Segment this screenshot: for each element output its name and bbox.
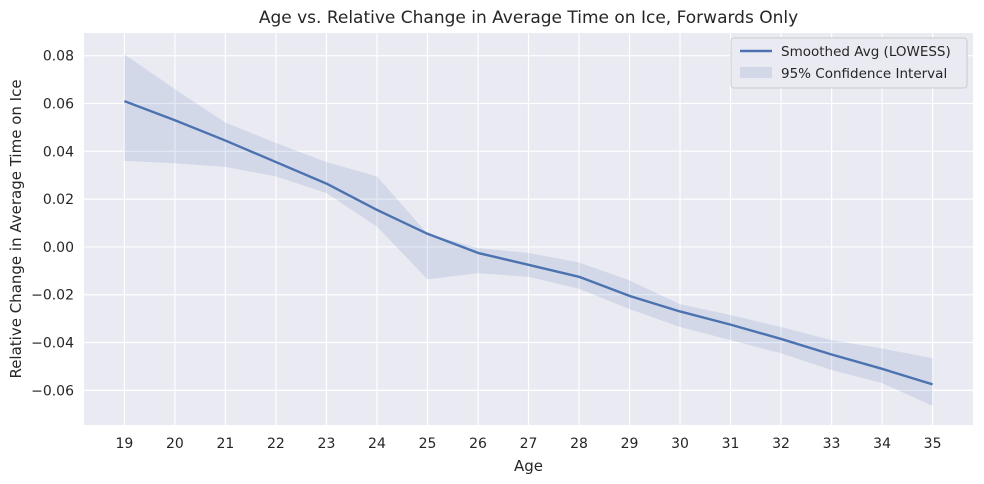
x-tick-label: 21 bbox=[217, 436, 235, 452]
x-tick-label: 20 bbox=[166, 436, 184, 452]
x-tick-label: 32 bbox=[772, 436, 790, 452]
confidence-interval-band bbox=[124, 54, 933, 406]
x-tick-label: 27 bbox=[520, 436, 538, 452]
x-tick-label: 19 bbox=[115, 436, 133, 452]
legend-label-band: 95% Confidence Interval bbox=[781, 66, 947, 82]
y-tick-labels: 0.08 0.06 0.04 0.02 0.00 −0.02 −0.04 −0.06 bbox=[31, 49, 74, 400]
legend: Smoothed Avg (LOWESS) 95% Confidence Int… bbox=[730, 37, 968, 89]
x-tick-label: 35 bbox=[924, 436, 942, 452]
legend-box bbox=[730, 37, 968, 89]
chart-title: Age vs. Relative Change in Average Time … bbox=[259, 8, 798, 28]
x-tick-label: 24 bbox=[368, 436, 386, 452]
x-tick-label: 30 bbox=[671, 436, 689, 452]
x-tick-label: 22 bbox=[267, 436, 285, 452]
legend-label-line: Smoothed Avg (LOWESS) bbox=[781, 44, 951, 60]
x-tick-label: 33 bbox=[823, 436, 841, 452]
grid bbox=[84, 33, 973, 425]
y-tick-label: −0.04 bbox=[31, 336, 74, 352]
y-tick-label: 0.04 bbox=[43, 144, 74, 160]
x-tick-label: 23 bbox=[318, 436, 336, 452]
x-tick-label: 26 bbox=[469, 436, 487, 452]
y-tick-label: −0.06 bbox=[31, 383, 74, 399]
x-axis-label: Age bbox=[514, 457, 543, 475]
y-tick-label: 0.02 bbox=[43, 192, 74, 208]
x-tick-label: 29 bbox=[621, 436, 639, 452]
y-tick-label: 0.08 bbox=[43, 49, 74, 65]
smoothed-avg-line bbox=[123, 99, 933, 386]
x-tick-label: 31 bbox=[722, 436, 740, 452]
x-tick-label: 28 bbox=[570, 436, 588, 452]
y-tick-label: 0.00 bbox=[43, 240, 74, 256]
x-tick-label: 34 bbox=[873, 436, 891, 452]
x-tick-labels: 19 20 21 22 23 24 25 26 27 28 29 30 31 32 33 34 35 bbox=[115, 436, 941, 452]
legend-band-swatch bbox=[740, 67, 772, 78]
x-tick-label: 25 bbox=[419, 436, 437, 452]
y-tick-label: −0.02 bbox=[31, 288, 74, 304]
y-axis-label: Relative Change in Average Time on Ice bbox=[7, 79, 25, 378]
y-tick-label: 0.06 bbox=[43, 97, 74, 113]
